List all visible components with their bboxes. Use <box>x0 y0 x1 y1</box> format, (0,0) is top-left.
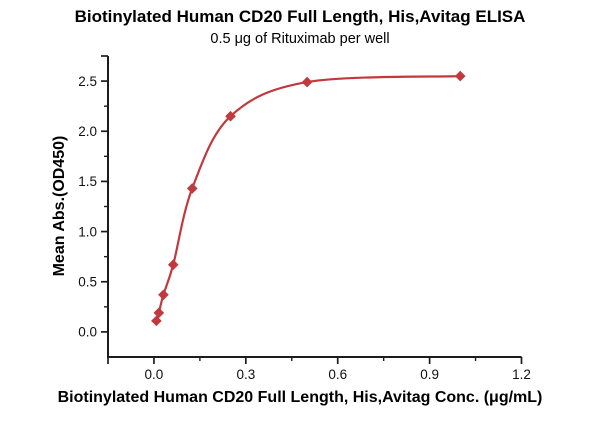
y-tick-label: 0.5 <box>78 275 97 290</box>
x-tick-label: 0.3 <box>236 367 255 382</box>
data-point-diamond <box>186 183 198 194</box>
chart-title: Biotinylated Human CD20 Full Length, His… <box>74 7 526 26</box>
y-tick-label: 2.0 <box>78 124 97 139</box>
data-point-diamond <box>151 315 162 327</box>
y-tick-label: 1.0 <box>78 224 97 239</box>
chart-subtitle: 0.5 μg of Rituximab per well <box>210 31 390 47</box>
data-point-diamond <box>454 70 466 82</box>
x-tick-label: 0.0 <box>145 367 164 382</box>
data-point-diamond <box>158 289 169 301</box>
x-tick-label: 0.6 <box>328 367 347 382</box>
y-tick-label: 1.5 <box>78 174 97 189</box>
axis-spines <box>107 56 522 358</box>
data-point-diamond <box>301 76 313 88</box>
fit-curve <box>155 75 462 322</box>
x-tick-label: 1.2 <box>512 367 531 382</box>
y-tick-label: 2.5 <box>78 74 97 89</box>
y-tick-label: 0.0 <box>78 325 97 340</box>
data-point-diamond <box>167 259 179 270</box>
x-axis-title: Biotinylated Human CD20 Full Length, His… <box>57 389 543 406</box>
data-point-diamond <box>153 307 165 319</box>
data-point-diamond <box>225 110 236 122</box>
x-tick-label: 0.9 <box>420 367 439 382</box>
